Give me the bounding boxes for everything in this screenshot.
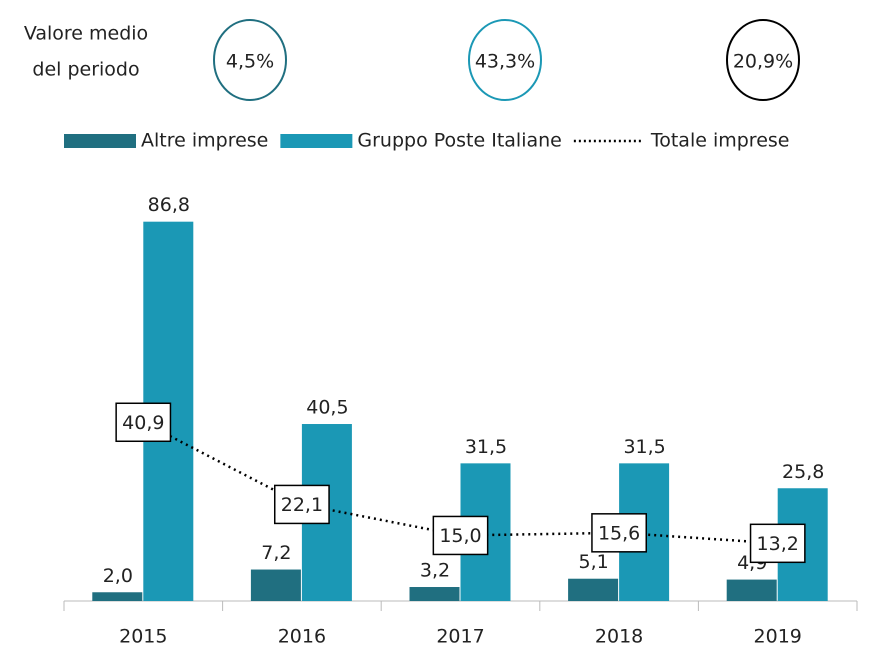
line-label-box — [115, 402, 172, 443]
summary-value: 43,3% — [475, 51, 535, 73]
bar — [568, 578, 619, 601]
summary-circle — [726, 19, 800, 101]
x-tick-label: 2015 — [119, 626, 167, 648]
line-label-box — [273, 484, 330, 525]
x-tick-label: 2016 — [278, 626, 326, 648]
bar — [250, 569, 301, 601]
summary-circle — [468, 19, 542, 101]
legend-swatch — [64, 134, 136, 148]
line-label-box — [432, 515, 489, 556]
line-label: 15,6 — [598, 522, 640, 544]
summary-label: Valore medio — [24, 23, 148, 45]
x-tick-label: 2017 — [436, 626, 484, 648]
legend-label: Gruppo Poste Italiane — [357, 130, 561, 152]
summary-value: 4,5% — [226, 51, 274, 73]
line-label-box — [749, 523, 806, 564]
line-label: 13,2 — [757, 533, 799, 555]
line-label-box — [591, 513, 648, 553]
data-label: 3,2 — [420, 560, 450, 582]
summary-label: del periodo — [32, 59, 139, 81]
bar — [726, 579, 777, 601]
line-label: 15,0 — [439, 525, 481, 547]
data-label: 40,5 — [306, 397, 348, 419]
x-tick-label: 2018 — [595, 626, 643, 648]
bar — [409, 587, 460, 601]
data-label: 5,1 — [578, 551, 608, 573]
data-label: 2,0 — [103, 565, 133, 587]
x-tick-label: 2019 — [754, 626, 802, 648]
line-label: 40,9 — [122, 412, 164, 434]
data-label: 31,5 — [623, 436, 665, 458]
summary-circle — [213, 19, 287, 101]
legend-label: Altre imprese — [141, 130, 268, 152]
bar — [92, 592, 143, 601]
legend-label: Totale imprese — [650, 130, 790, 152]
legend-swatch — [280, 134, 353, 148]
data-label: 7,2 — [261, 542, 291, 564]
data-label: 25,8 — [782, 461, 824, 483]
summary-value: 20,9% — [733, 51, 793, 73]
line-label: 22,1 — [281, 494, 323, 516]
data-label: 86,8 — [148, 194, 190, 216]
data-label: 31,5 — [465, 436, 507, 458]
